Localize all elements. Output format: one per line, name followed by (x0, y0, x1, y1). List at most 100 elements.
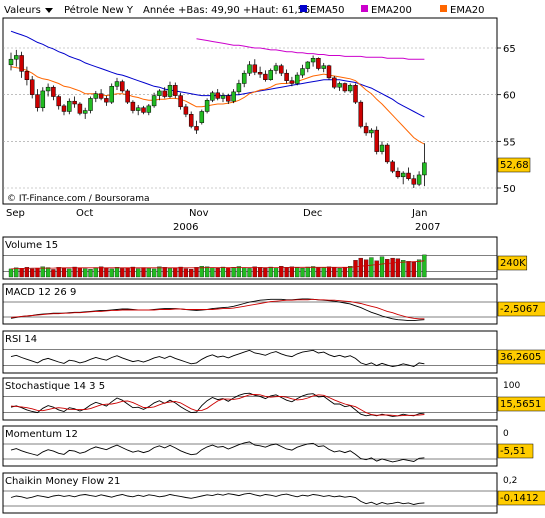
volume-bar (83, 268, 88, 278)
candle-body (226, 95, 231, 102)
candle-body (400, 172, 406, 178)
volume-bar (247, 268, 252, 278)
volume-bar (326, 266, 332, 278)
candle-body (51, 86, 56, 97)
volume-bar (210, 267, 215, 278)
candle-body (257, 72, 263, 75)
volume-bar (194, 267, 199, 278)
stochastic-last-value-box (497, 396, 545, 412)
candle (347, 83, 353, 93)
candle (342, 82, 348, 93)
candle (353, 83, 358, 104)
macd-last-value: -2,5067 (500, 304, 539, 315)
volume-bar (406, 261, 411, 278)
price-y-ticks: 65 60 55 50 (497, 44, 516, 195)
volume-bar (263, 267, 268, 278)
year-2007: 2007 (415, 222, 440, 233)
volume-bar (231, 267, 236, 278)
stochastic-series-line (10, 394, 425, 417)
volume-bar (61, 267, 67, 278)
volume-bar (284, 267, 289, 278)
dropdown-arrow-icon[interactable] (45, 8, 53, 13)
candle-body (61, 105, 67, 112)
candle (300, 64, 305, 78)
candle-body (273, 65, 279, 71)
time-axis: Sep Oct Nov Dec Jan 2006 2007 (6, 208, 440, 233)
candle (326, 64, 332, 80)
candle-body (77, 103, 83, 114)
volume-title: Volume 15 (5, 240, 58, 251)
volume-bar (321, 267, 326, 278)
momentum-title: Momentum 12 (5, 429, 78, 440)
candle (56, 94, 61, 110)
candle (61, 104, 67, 116)
candle-body (263, 73, 268, 80)
candle (8, 52, 14, 71)
candle-body (252, 64, 258, 73)
candle-body (247, 64, 252, 74)
candle-body (284, 72, 289, 81)
candle (204, 98, 210, 114)
candle (135, 104, 141, 116)
volume-bar (51, 269, 56, 278)
volume-bar (342, 267, 348, 278)
candle (273, 62, 279, 75)
candle-body (24, 71, 30, 80)
price-last-value: 52,68 (500, 160, 529, 171)
volume-bar (93, 267, 98, 278)
candle (141, 105, 146, 115)
candle (231, 89, 236, 104)
candle-body (411, 178, 417, 185)
volume-bar (162, 267, 167, 278)
chaikin-last-value-box (497, 490, 545, 506)
rsi-title: RSI 14 (5, 334, 37, 345)
legend-ema20-swatch (440, 5, 447, 12)
instrument-name: Pétrole New Y (64, 4, 134, 16)
volume-bar (220, 266, 226, 278)
candle-body (104, 98, 109, 103)
valeurs-label[interactable]: Valeurs (4, 5, 41, 16)
volume-bar (252, 266, 257, 278)
volume-bar (332, 267, 337, 278)
candlesticks (8, 49, 427, 188)
volume-last-value-box (497, 255, 528, 271)
candle (88, 96, 93, 114)
volume-bar (104, 267, 109, 278)
price-last-value-box (497, 157, 531, 173)
volume-bar (125, 267, 130, 278)
candle-body (326, 65, 332, 79)
candle (284, 69, 289, 84)
candle (19, 51, 24, 78)
candle (316, 57, 321, 71)
volume-bar (141, 267, 146, 278)
stochastic-panel-frame (2, 377, 498, 421)
candle-body (72, 100, 77, 105)
volume-bar (348, 266, 353, 278)
candle (72, 96, 77, 108)
volume-bar (226, 267, 231, 278)
candle (14, 49, 19, 67)
candle (279, 63, 284, 76)
candle (162, 87, 167, 99)
year-range-text: Année +Bas: 49,90 +Haut: 61,55 (143, 4, 310, 16)
candle (146, 104, 152, 116)
candle-body (178, 95, 183, 108)
candle (400, 171, 406, 185)
month-dec: Dec (303, 208, 322, 219)
ema200-path (196, 38, 425, 60)
volume-bar (369, 257, 374, 278)
volume-bar (300, 267, 305, 278)
candle-body (14, 55, 19, 60)
chaikin-tick-label: 0,2 (503, 476, 517, 486)
candle-body (19, 55, 24, 72)
candle-body (35, 94, 40, 108)
volume-bar (98, 266, 104, 278)
candle (294, 72, 300, 86)
month-oct: Oct (76, 208, 93, 219)
candle (305, 61, 311, 73)
volume-bar (183, 268, 189, 278)
candle-body (406, 172, 411, 179)
candle-body (40, 90, 46, 108)
candle-body (194, 126, 199, 131)
volume-bar (305, 266, 310, 278)
